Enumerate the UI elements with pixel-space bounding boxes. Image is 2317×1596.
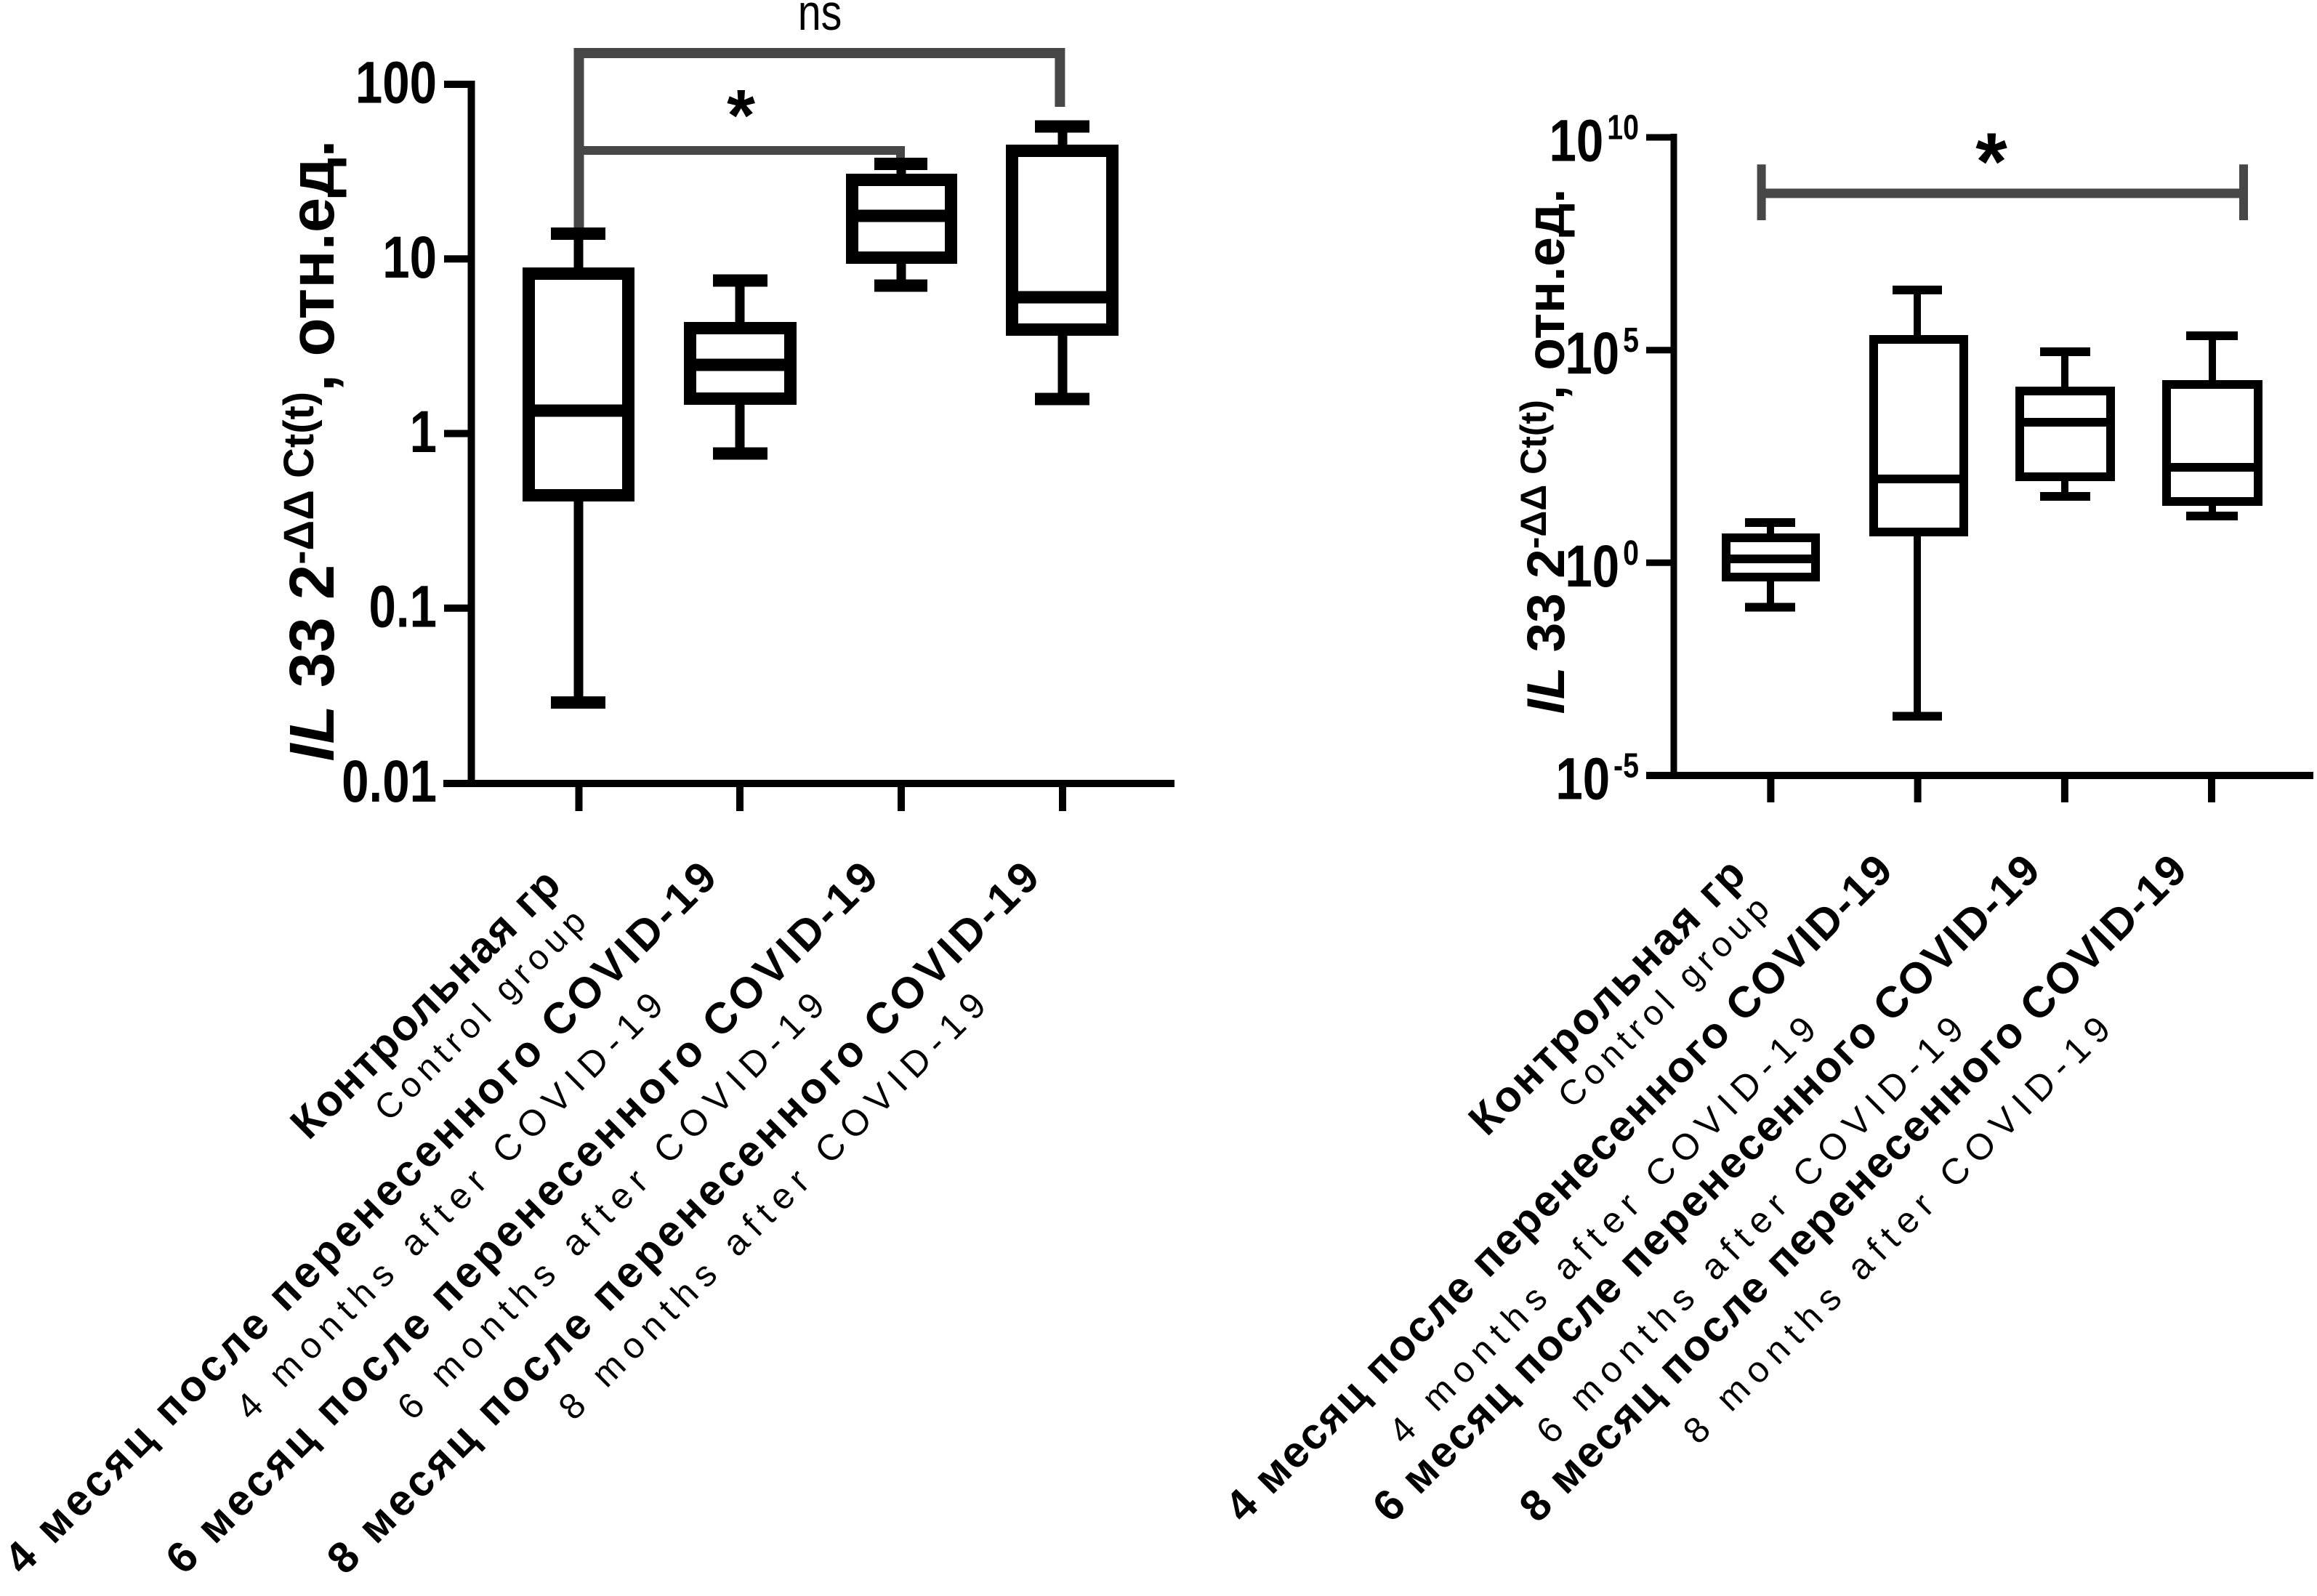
svg-text:*: * [727, 75, 755, 156]
svg-text:10: 10 [382, 223, 437, 290]
svg-text:IL 33 2-ΔΔ Ct(t), отн.ед.: IL 33 2-ΔΔ Ct(t), отн.ед. [275, 140, 347, 761]
svg-text:*: * [1975, 116, 2007, 207]
svg-text:ns: ns [798, 0, 842, 41]
svg-text:1: 1 [410, 398, 437, 465]
svg-text:0.1: 0.1 [369, 573, 437, 640]
svg-text:100: 100 [355, 49, 437, 116]
svg-text:0.01: 0.01 [342, 748, 437, 815]
